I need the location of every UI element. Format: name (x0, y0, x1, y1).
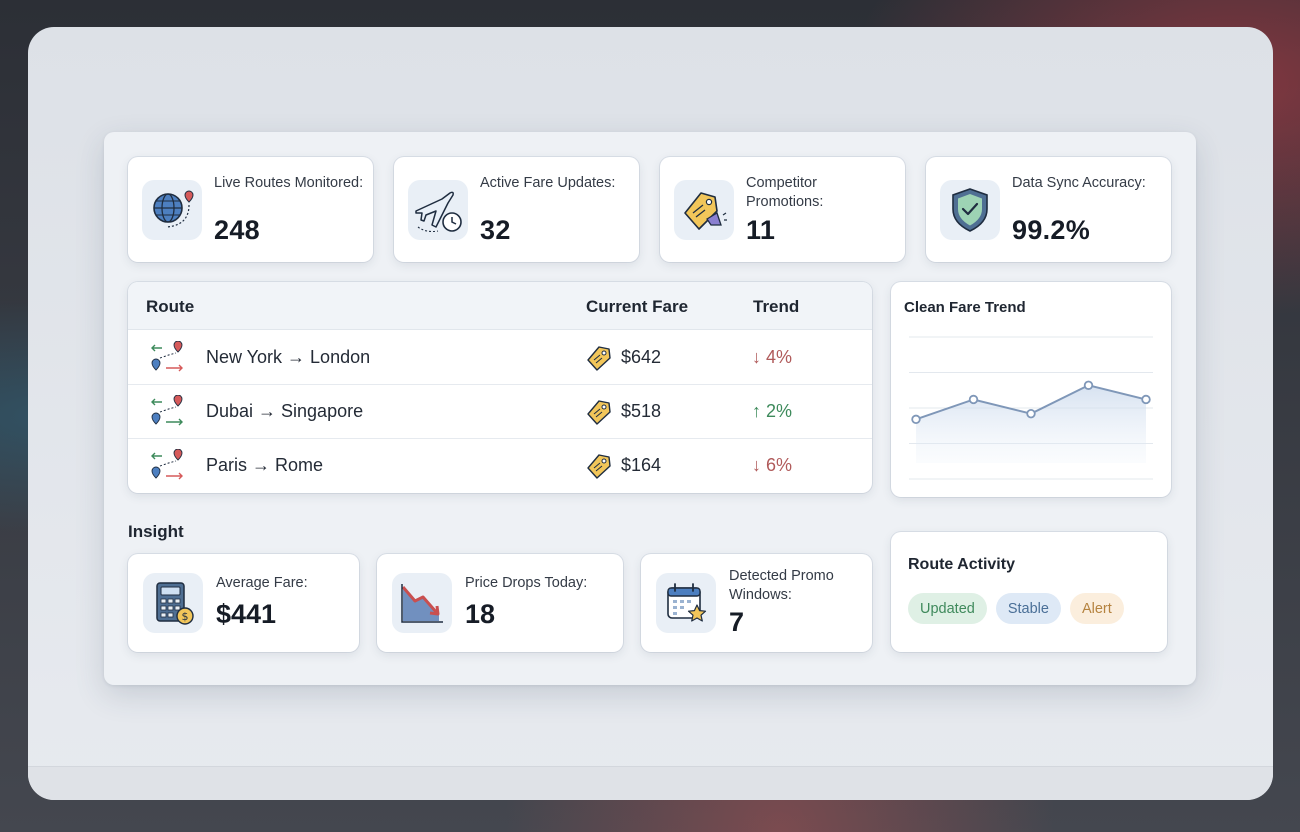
dashboard-panel: Live Routes Monitored: 248 Active Fare U… (104, 132, 1196, 685)
table-row[interactable]: Paris → Rome $164 ↓ 6% (128, 439, 872, 493)
kpi-label: Data Sync Accuracy: (1012, 175, 1146, 191)
status-chips: Updated Stable Alert (908, 593, 1124, 624)
insight-detected-promo-windows[interactable]: Detected Promo Windows: 7 (641, 554, 872, 652)
airplane-clock-icon (408, 180, 468, 240)
trend-point-5 (1141, 394, 1151, 405)
route-name: Dubai → Singapore (206, 401, 364, 421)
route-arrows-icon (151, 449, 183, 480)
route-name: New York → London (206, 347, 371, 367)
route-name: Paris → Rome (206, 455, 324, 475)
frame-bottom-bar (28, 766, 1273, 800)
current-fare: $642 (621, 347, 662, 367)
trend-value: ↓ 4% (752, 347, 793, 367)
current-fare: $164 (621, 455, 662, 475)
kpi-live-routes[interactable]: Live Routes Monitored: 248 (128, 157, 373, 262)
trend-area (916, 385, 1146, 463)
kpi-value: 248 (214, 215, 260, 245)
table-row[interactable]: New York → London $642 ↓ 4% (128, 331, 872, 385)
route-arrows-icon (151, 395, 183, 426)
insight-heading: Insight (128, 522, 184, 541)
kpi-label: Active Fare Updates: (480, 175, 616, 191)
trend-point-1 (911, 414, 921, 425)
insight-average-fare[interactable]: $ Average Fare: $441 (128, 554, 359, 652)
chart-plot (909, 336, 1153, 480)
current-fare: $518 (621, 401, 662, 421)
route-arrows-icon (151, 341, 183, 372)
promo-tag-megaphone-icon (674, 180, 734, 240)
kpi-competitor-promotions[interactable]: Competitor Promotions: 11 (660, 157, 905, 262)
svg-text:$: $ (182, 610, 189, 623)
route-fare-table: Route Current Fare Trend New York → Lond… (128, 282, 872, 493)
kpi-label: Competitor Promotions: (746, 175, 824, 210)
column-header-trend[interactable]: Trend (753, 297, 800, 316)
insight-value: 7 (729, 607, 745, 637)
trend-point-3 (1026, 408, 1036, 419)
insight-value: 18 (465, 599, 496, 629)
insight-value: $441 (216, 599, 277, 629)
table-row[interactable]: Dubai → Singapore $518 ↑ 2% (128, 385, 872, 439)
kpi-label: Live Routes Monitored: (214, 175, 364, 191)
insight-label: Detected Promo Windows: (729, 568, 834, 603)
insight-label: Price Drops Today: (465, 575, 588, 591)
price-tag-icon (587, 454, 611, 479)
column-header-route[interactable]: Route (146, 297, 195, 316)
route-activity-title: Route Activity (908, 556, 1015, 573)
insight-label: Average Fare: (216, 575, 308, 591)
route-activity-card: Route Activity Updated Stable Alert (891, 532, 1167, 652)
fare-trend-chart: Clean Fare Trend (891, 282, 1171, 497)
kpi-value: 32 (480, 215, 511, 245)
kpi-data-sync-accuracy[interactable]: Data Sync Accuracy: 99.2% (926, 157, 1171, 262)
kpi-value: 11 (746, 215, 776, 245)
chip-updated[interactable]: Updated (908, 593, 987, 624)
price-tag-icon (587, 346, 611, 371)
trend-value: ↓ 6% (752, 455, 793, 475)
table-header: Route Current Fare Trend (128, 282, 872, 330)
column-header-current-fare[interactable]: Current Fare (586, 297, 689, 316)
globe-route-icon (142, 180, 202, 240)
chip-alert[interactable]: Alert (1069, 593, 1124, 624)
insight-price-drops-today[interactable]: Price Drops Today: 18 (377, 554, 623, 652)
price-tag-icon (587, 400, 611, 425)
kpi-value: 99.2% (1012, 215, 1091, 245)
trend-point-2 (968, 394, 979, 405)
chip-stable[interactable]: Stable (995, 593, 1061, 624)
shield-check-icon (940, 180, 1000, 240)
trend-point-4 (1083, 380, 1094, 390)
chart-title: Clean Fare Trend (904, 299, 1026, 316)
calculator-coin-icon: $ (143, 573, 203, 633)
kpi-active-fare-updates[interactable]: Active Fare Updates: 32 (394, 157, 639, 262)
declining-chart-icon (392, 573, 452, 633)
app-frame: Live Routes Monitored: 248 Active Fare U… (28, 27, 1273, 800)
calendar-star-icon (656, 573, 716, 633)
trend-value: ↑ 2% (752, 401, 793, 421)
